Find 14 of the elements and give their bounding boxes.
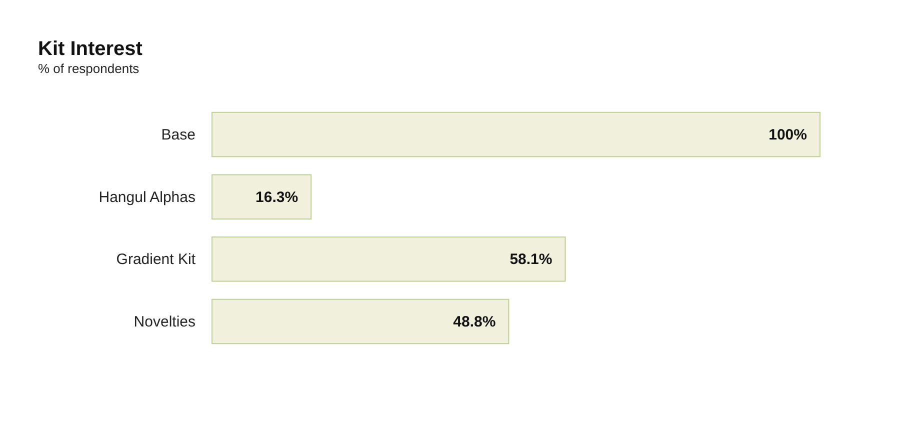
text: % of respondents — [38, 61, 140, 76]
data-label: 58.1% — [510, 251, 552, 268]
data-label: 16.3% — [256, 188, 298, 206]
data-label: 48.8% — [453, 314, 496, 331]
bar — [212, 174, 312, 220]
y-tick-label: Base — [161, 126, 196, 144]
bar — [212, 112, 820, 158]
y-tick-label: Novelties — [134, 314, 196, 331]
y-tick-label: Hangul Alphas — [98, 188, 196, 206]
bar — [212, 298, 510, 344]
bar — [212, 236, 566, 282]
data-label: 100% — [768, 126, 807, 144]
chart-title: Kit Interest — [38, 38, 143, 60]
y-tick-label: Gradient Kit — [116, 251, 196, 268]
